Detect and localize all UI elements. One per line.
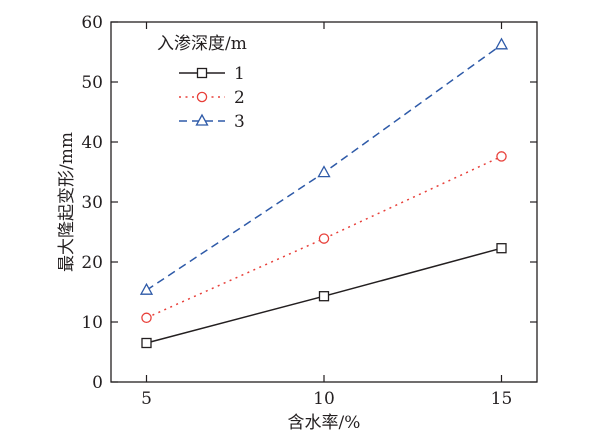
y-tick-label: 60 xyxy=(81,13,103,33)
series-layer xyxy=(139,37,509,349)
y-tick-label: 20 xyxy=(81,253,103,273)
x-axis-title: 含水率/% xyxy=(288,413,361,433)
series-3-point xyxy=(494,37,509,50)
x-tick-label: 10 xyxy=(313,389,335,409)
series-2-point xyxy=(496,151,507,162)
y-tick-label: 50 xyxy=(81,73,103,93)
series-3 xyxy=(139,37,509,295)
legend-marker-2 xyxy=(196,91,208,103)
y-tick-label: 40 xyxy=(81,133,103,153)
x-tick-label: 15 xyxy=(491,389,513,409)
x-tick-label: 5 xyxy=(141,389,152,409)
plot-frame xyxy=(110,21,538,383)
legend-title: 入渗深度/m xyxy=(157,34,247,54)
series-2-point xyxy=(141,312,152,324)
axes: 0 10 20 30 40 50 60 5 10 15 xyxy=(81,13,538,409)
series-3-point xyxy=(139,282,154,295)
legend: 入渗深度/m 1 2 3 xyxy=(157,34,247,132)
legend-marker-3 xyxy=(195,113,209,126)
y-axis-title: 最大隆起变形/mm xyxy=(57,132,77,272)
legend-label-3: 3 xyxy=(234,112,245,132)
y-tick-label: 10 xyxy=(81,313,103,333)
series-2-point xyxy=(318,233,330,244)
y-tick-label: 0 xyxy=(92,373,103,393)
legend-label-1: 1 xyxy=(234,64,245,84)
series-3-point xyxy=(317,165,331,178)
legend-label-2: 2 xyxy=(234,88,245,108)
series-1-point xyxy=(318,291,330,302)
series-1 xyxy=(141,243,507,349)
series-1-point xyxy=(496,243,507,254)
series-2 xyxy=(141,151,507,324)
series-1-point xyxy=(141,337,152,349)
legend-marker-1 xyxy=(196,67,208,79)
y-tick-label: 30 xyxy=(81,193,103,213)
